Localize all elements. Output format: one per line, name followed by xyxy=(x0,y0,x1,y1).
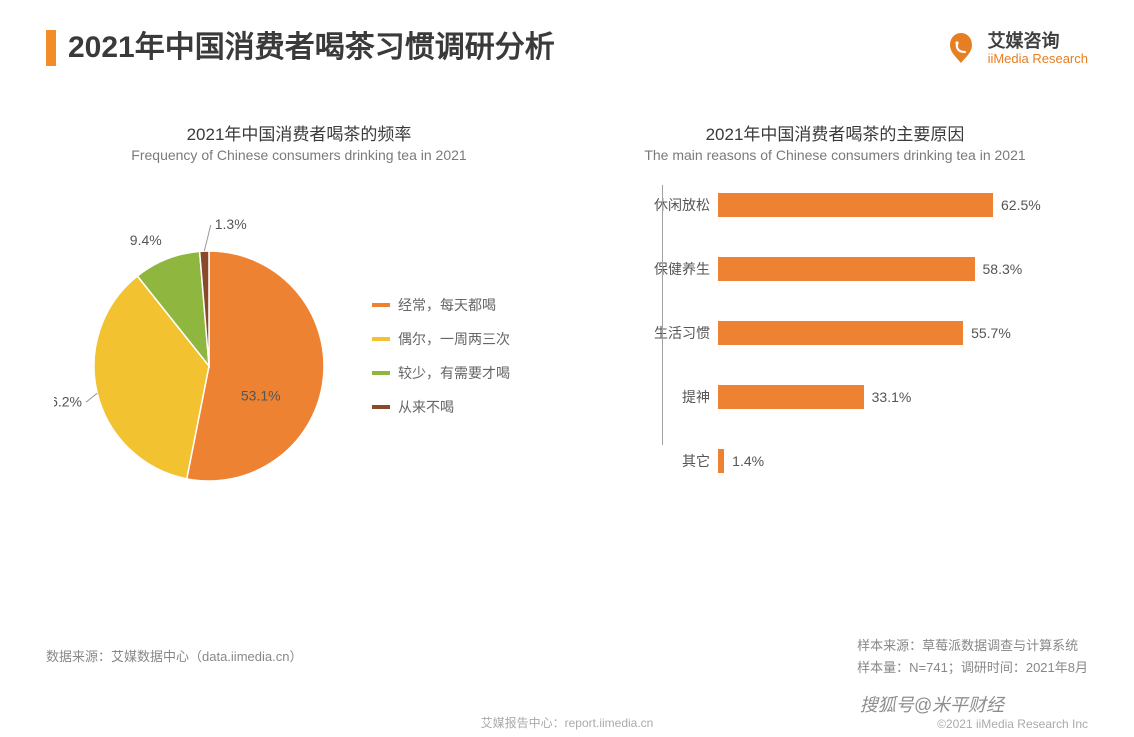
bar-row: 其它 1.4% xyxy=(638,449,1078,473)
bar-track: 62.5% xyxy=(718,193,1078,217)
bar-track: 33.1% xyxy=(718,385,1078,409)
bar-fill xyxy=(718,193,993,217)
pie-slice-label: 53.1% xyxy=(241,388,281,404)
pie-legend: 经常，每天都喝偶尔，一周两三次较少，有需要才喝从来不喝 xyxy=(372,295,510,417)
bar-fill xyxy=(718,385,864,409)
bar-value-label: 62.5% xyxy=(1001,197,1041,213)
bar-chart: 休闲放松 62.5% 保健养生 58.3% 生活习惯 55.7% 提神 33.1% 其它 1.4% xyxy=(582,193,1088,473)
pie-slice-label: 9.4% xyxy=(130,232,162,248)
bar-value-label: 58.3% xyxy=(983,261,1023,277)
footer-right: 样本来源：草莓派数据调查与计算系统 样本量：N=741；调研时间：2021年8月 xyxy=(857,635,1088,679)
pie-title-cn: 2021年中国消费者喝茶的频率 xyxy=(46,120,552,145)
footer-copyright: ©2021 iiMedia Research Inc xyxy=(937,717,1088,731)
bar-track: 58.3% xyxy=(718,257,1078,281)
bar-label: 休闲放松 xyxy=(638,195,710,215)
legend-swatch xyxy=(372,303,390,307)
footer-sample-source: 样本来源：草莓派数据调查与计算系统 xyxy=(857,635,1088,657)
bar-label: 保健养生 xyxy=(638,259,710,279)
bar-label: 生活习惯 xyxy=(638,323,710,343)
legend-item: 从来不喝 xyxy=(372,397,510,417)
bar-fill xyxy=(718,257,975,281)
bar-fill xyxy=(718,449,724,473)
title-accent-bar xyxy=(46,30,56,66)
logo-text-cn: 艾媒咨询 xyxy=(988,32,1088,52)
logo-text-en: iiMedia Research xyxy=(988,52,1088,66)
footer-report-center: 艾媒报告中心：report.iimedia.cn xyxy=(481,714,654,731)
bar-label: 其它 xyxy=(638,451,710,471)
footer-sample-size: 样本量：N=741；调研时间：2021年8月 xyxy=(857,657,1088,679)
legend-swatch xyxy=(372,371,390,375)
title-block: 2021年中国消费者喝茶习惯调研分析 xyxy=(46,30,555,66)
bar-value-label: 1.4% xyxy=(732,453,764,469)
legend-item: 较少，有需要才喝 xyxy=(372,363,510,383)
logo-icon xyxy=(942,30,980,68)
header: 2021年中国消费者喝茶习惯调研分析 艾媒咨询 iiMedia Research xyxy=(46,30,1088,68)
page-title: 2021年中国消费者喝茶习惯调研分析 xyxy=(68,30,555,66)
legend-label: 偶尔，一周两三次 xyxy=(398,329,510,349)
charts-row: 2021年中国消费者喝茶的频率 Frequency of Chinese con… xyxy=(46,120,1088,513)
brand-logo: 艾媒咨询 iiMedia Research xyxy=(942,30,1088,68)
bar-chart-column: 2021年中国消费者喝茶的主要原因 The main reasons of Ch… xyxy=(582,120,1088,513)
legend-swatch xyxy=(372,337,390,341)
legend-item: 偶尔，一周两三次 xyxy=(372,329,510,349)
footer-left: 数据来源：艾媒数据中心（data.iimedia.cn） xyxy=(46,646,302,665)
pie-slice-label: 36.2% xyxy=(54,393,82,409)
legend-label: 较少，有需要才喝 xyxy=(398,363,510,383)
legend-item: 经常，每天都喝 xyxy=(372,295,510,315)
bar-value-label: 33.1% xyxy=(872,389,912,405)
bar-label: 提神 xyxy=(638,387,710,407)
legend-swatch xyxy=(372,405,390,409)
bar-row: 休闲放松 62.5% xyxy=(638,193,1078,217)
bar-row: 提神 33.1% xyxy=(638,385,1078,409)
bar-title-en: The main reasons of Chinese consumers dr… xyxy=(582,147,1088,163)
bar-row: 生活习惯 55.7% xyxy=(638,321,1078,345)
legend-label: 经常，每天都喝 xyxy=(398,295,496,315)
bar-fill xyxy=(718,321,963,345)
bar-title-cn: 2021年中国消费者喝茶的主要原因 xyxy=(582,120,1088,145)
bar-track: 55.7% xyxy=(718,321,1078,345)
bar-value-label: 55.7% xyxy=(971,325,1011,341)
bar-track: 1.4% xyxy=(718,449,1078,473)
bar-row: 保健养生 58.3% xyxy=(638,257,1078,281)
watermark: 搜狐号@米平财经 xyxy=(860,691,1004,717)
legend-label: 从来不喝 xyxy=(398,397,454,417)
bar-y-axis xyxy=(662,185,663,445)
pie-slice-label: 1.3% xyxy=(215,216,247,232)
pie-chart: 53.1% 36.2% 9.4% 1.3% xyxy=(54,211,344,501)
pie-chart-column: 2021年中国消费者喝茶的频率 Frequency of Chinese con… xyxy=(46,120,552,513)
pie-title-en: Frequency of Chinese consumers drinking … xyxy=(46,147,552,163)
